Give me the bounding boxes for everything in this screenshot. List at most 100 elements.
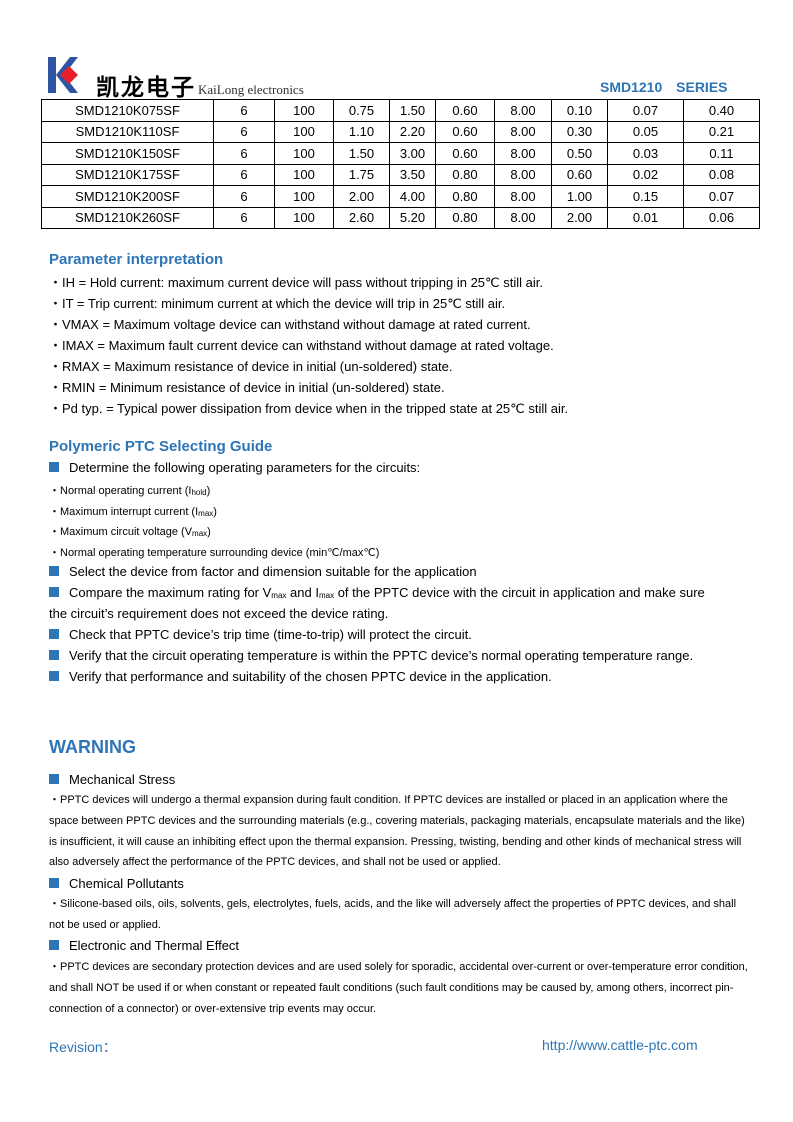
table-cell: SMD1210K175SF [41, 163, 214, 186]
table-cell: 3.50 [389, 163, 436, 186]
table-cell: 0.07 [607, 99, 684, 122]
table-cell: 100 [274, 99, 334, 122]
square-bullet-icon [49, 774, 59, 784]
guide-item: Verify that the circuit operating temper… [49, 648, 693, 663]
table-cell: 0.80 [435, 206, 495, 229]
table-cell: 0.60 [435, 120, 495, 143]
table-cell: 0.02 [607, 163, 684, 186]
footer-revision: Revision： [49, 1039, 117, 1055]
guide-sub-item: ・Maximum circuit voltage (Vmax) [49, 526, 211, 539]
table-cell: 3.00 [389, 142, 436, 165]
table-cell: 0.40 [683, 99, 760, 122]
table-cell: SMD1210K075SF [41, 99, 214, 122]
warning-section-body: ・Silicone-based oils, oils, solvents, ge… [49, 898, 737, 931]
table-row: SMD1210K175SF 6 100 1.75 3.50 0.80 8.00 0.60 0.0… [41, 163, 760, 186]
logo-chinese-text: 凯龙电子 [96, 74, 196, 101]
table-cell: SMD1210K200SF [41, 185, 214, 208]
table-cell: 0.75 [333, 99, 390, 122]
table-cell: 0.10 [551, 99, 608, 122]
table-cell: 8.00 [494, 206, 552, 229]
table-cell: SMD1210K260SF [41, 206, 214, 229]
table-cell: 8.00 [494, 99, 552, 122]
table-cell: SMD1210K150SF [41, 142, 214, 165]
warning-section-head: Electronic and Thermal Effect [49, 938, 239, 953]
square-bullet-icon [49, 566, 59, 576]
guide-sub-item: ・Maximum interrupt current (Imax) [49, 505, 217, 518]
table-cell: 0.15 [607, 185, 684, 208]
table-cell: 0.60 [435, 99, 495, 122]
table-cell: 6 [213, 142, 275, 165]
table-cell: 8.00 [494, 185, 552, 208]
warning-section-head: Mechanical Stress [49, 772, 175, 787]
table-row: SMD1210K260SF 6 100 2.60 5.20 0.80 8.00 2.00 0.0… [41, 206, 760, 229]
param-item: ・RMIN = Minimum resistance of device in … [49, 380, 445, 395]
table-cell: 100 [274, 185, 334, 208]
param-item: ・RMAX = Maximum resistance of device in … [49, 359, 453, 374]
guide-compare-cont: the circuit’s requirement does not excee… [49, 606, 389, 621]
square-bullet-icon [49, 629, 59, 639]
table-cell: 100 [274, 206, 334, 229]
table-cell: 2.00 [551, 206, 608, 229]
table-cell: SMD1210K110SF [41, 120, 214, 143]
table-cell: 8.00 [494, 142, 552, 165]
table-cell: 1.00 [551, 185, 608, 208]
table-row: SMD1210K150SF 6 100 1.50 3.00 0.60 8.00 0.50 0.0… [41, 142, 760, 165]
table-cell: 0.60 [551, 163, 608, 186]
warning-title: WARNING [49, 737, 136, 757]
table-cell: 100 [274, 142, 334, 165]
table-cell: 6 [213, 206, 275, 229]
table-cell: 0.80 [435, 163, 495, 186]
guide-compare: Compare the maximum rating for Vmax and … [49, 585, 705, 600]
spec-table: SMD1210K075SF 6 100 0.75 1.50 0.60 8.00 0.10 0.0… [41, 99, 760, 229]
footer-url[interactable]: http://www.cattle-ptc.com [542, 1037, 698, 1053]
table-cell: 0.80 [435, 185, 495, 208]
table-cell: 1.50 [389, 99, 436, 122]
table-cell: 5.20 [389, 206, 436, 229]
param-item: ・IH = Hold current: maximum current devi… [49, 275, 543, 290]
table-cell: 0.08 [683, 163, 760, 186]
table-cell: 6 [213, 185, 275, 208]
table-cell: 0.11 [683, 142, 760, 165]
table-cell: 2.60 [333, 206, 390, 229]
series-title: SMD1210 SERIES [600, 79, 728, 95]
guide-select: Select the device from factor and dimens… [49, 564, 477, 579]
table-cell: 100 [274, 120, 334, 143]
guide-sub-item: ・Normal operating temperature surroundin… [49, 547, 380, 560]
table-row: SMD1210K075SF 6 100 0.75 1.50 0.60 8.00 0.10 0.0… [41, 99, 760, 122]
param-item: ・VMAX = Maximum voltage device can withs… [49, 317, 531, 332]
table-cell: 0.05 [607, 120, 684, 143]
table-cell: 6 [213, 99, 275, 122]
table-cell: 2.20 [389, 120, 436, 143]
table-cell: 1.75 [333, 163, 390, 186]
table-cell: 0.06 [683, 206, 760, 229]
table-cell: 2.00 [333, 185, 390, 208]
warning-section-body: ・PPTC devices will undergo a thermal exp… [49, 794, 745, 869]
param-item: ・IMAX = Maximum fault current device can… [49, 338, 554, 353]
table-cell: 0.07 [683, 185, 760, 208]
table-cell: 100 [274, 163, 334, 186]
table-cell: 0.60 [435, 142, 495, 165]
table-cell: 6 [213, 163, 275, 186]
brand-name: KaiLong electronics [198, 82, 304, 97]
table-row: SMD1210K110SF 6 100 1.10 2.20 0.60 8.00 0.30 0.0… [41, 120, 760, 143]
guide-sub-item: ・Normal operating current (Ihold) [49, 485, 211, 497]
square-bullet-icon [49, 462, 59, 472]
param-item: ・Pd typ. = Typical power dissipation fro… [49, 401, 569, 416]
table-cell: 1.50 [333, 142, 390, 165]
table-cell: 6 [213, 120, 275, 143]
square-bullet-icon [49, 650, 59, 660]
table-cell: 8.00 [494, 120, 552, 143]
table-cell: 1.10 [333, 120, 390, 143]
warning-section-body: ・PPTC devices are secondary protection d… [49, 961, 748, 1015]
guide-item: Verify that performance and suitability … [49, 669, 552, 684]
param-item: ・IT = Trip current: minimum current at w… [49, 296, 506, 311]
table-cell: 0.50 [551, 142, 608, 165]
table-cell: 0.21 [683, 120, 760, 143]
table-cell: 4.00 [389, 185, 436, 208]
table-cell: 8.00 [494, 163, 552, 186]
square-bullet-icon [49, 671, 59, 681]
square-bullet-icon [49, 878, 59, 888]
param-title: Parameter interpretation [49, 251, 224, 268]
kailong-logo-icon [48, 57, 78, 93]
guide-determine: Determine the following operating parame… [49, 460, 420, 475]
